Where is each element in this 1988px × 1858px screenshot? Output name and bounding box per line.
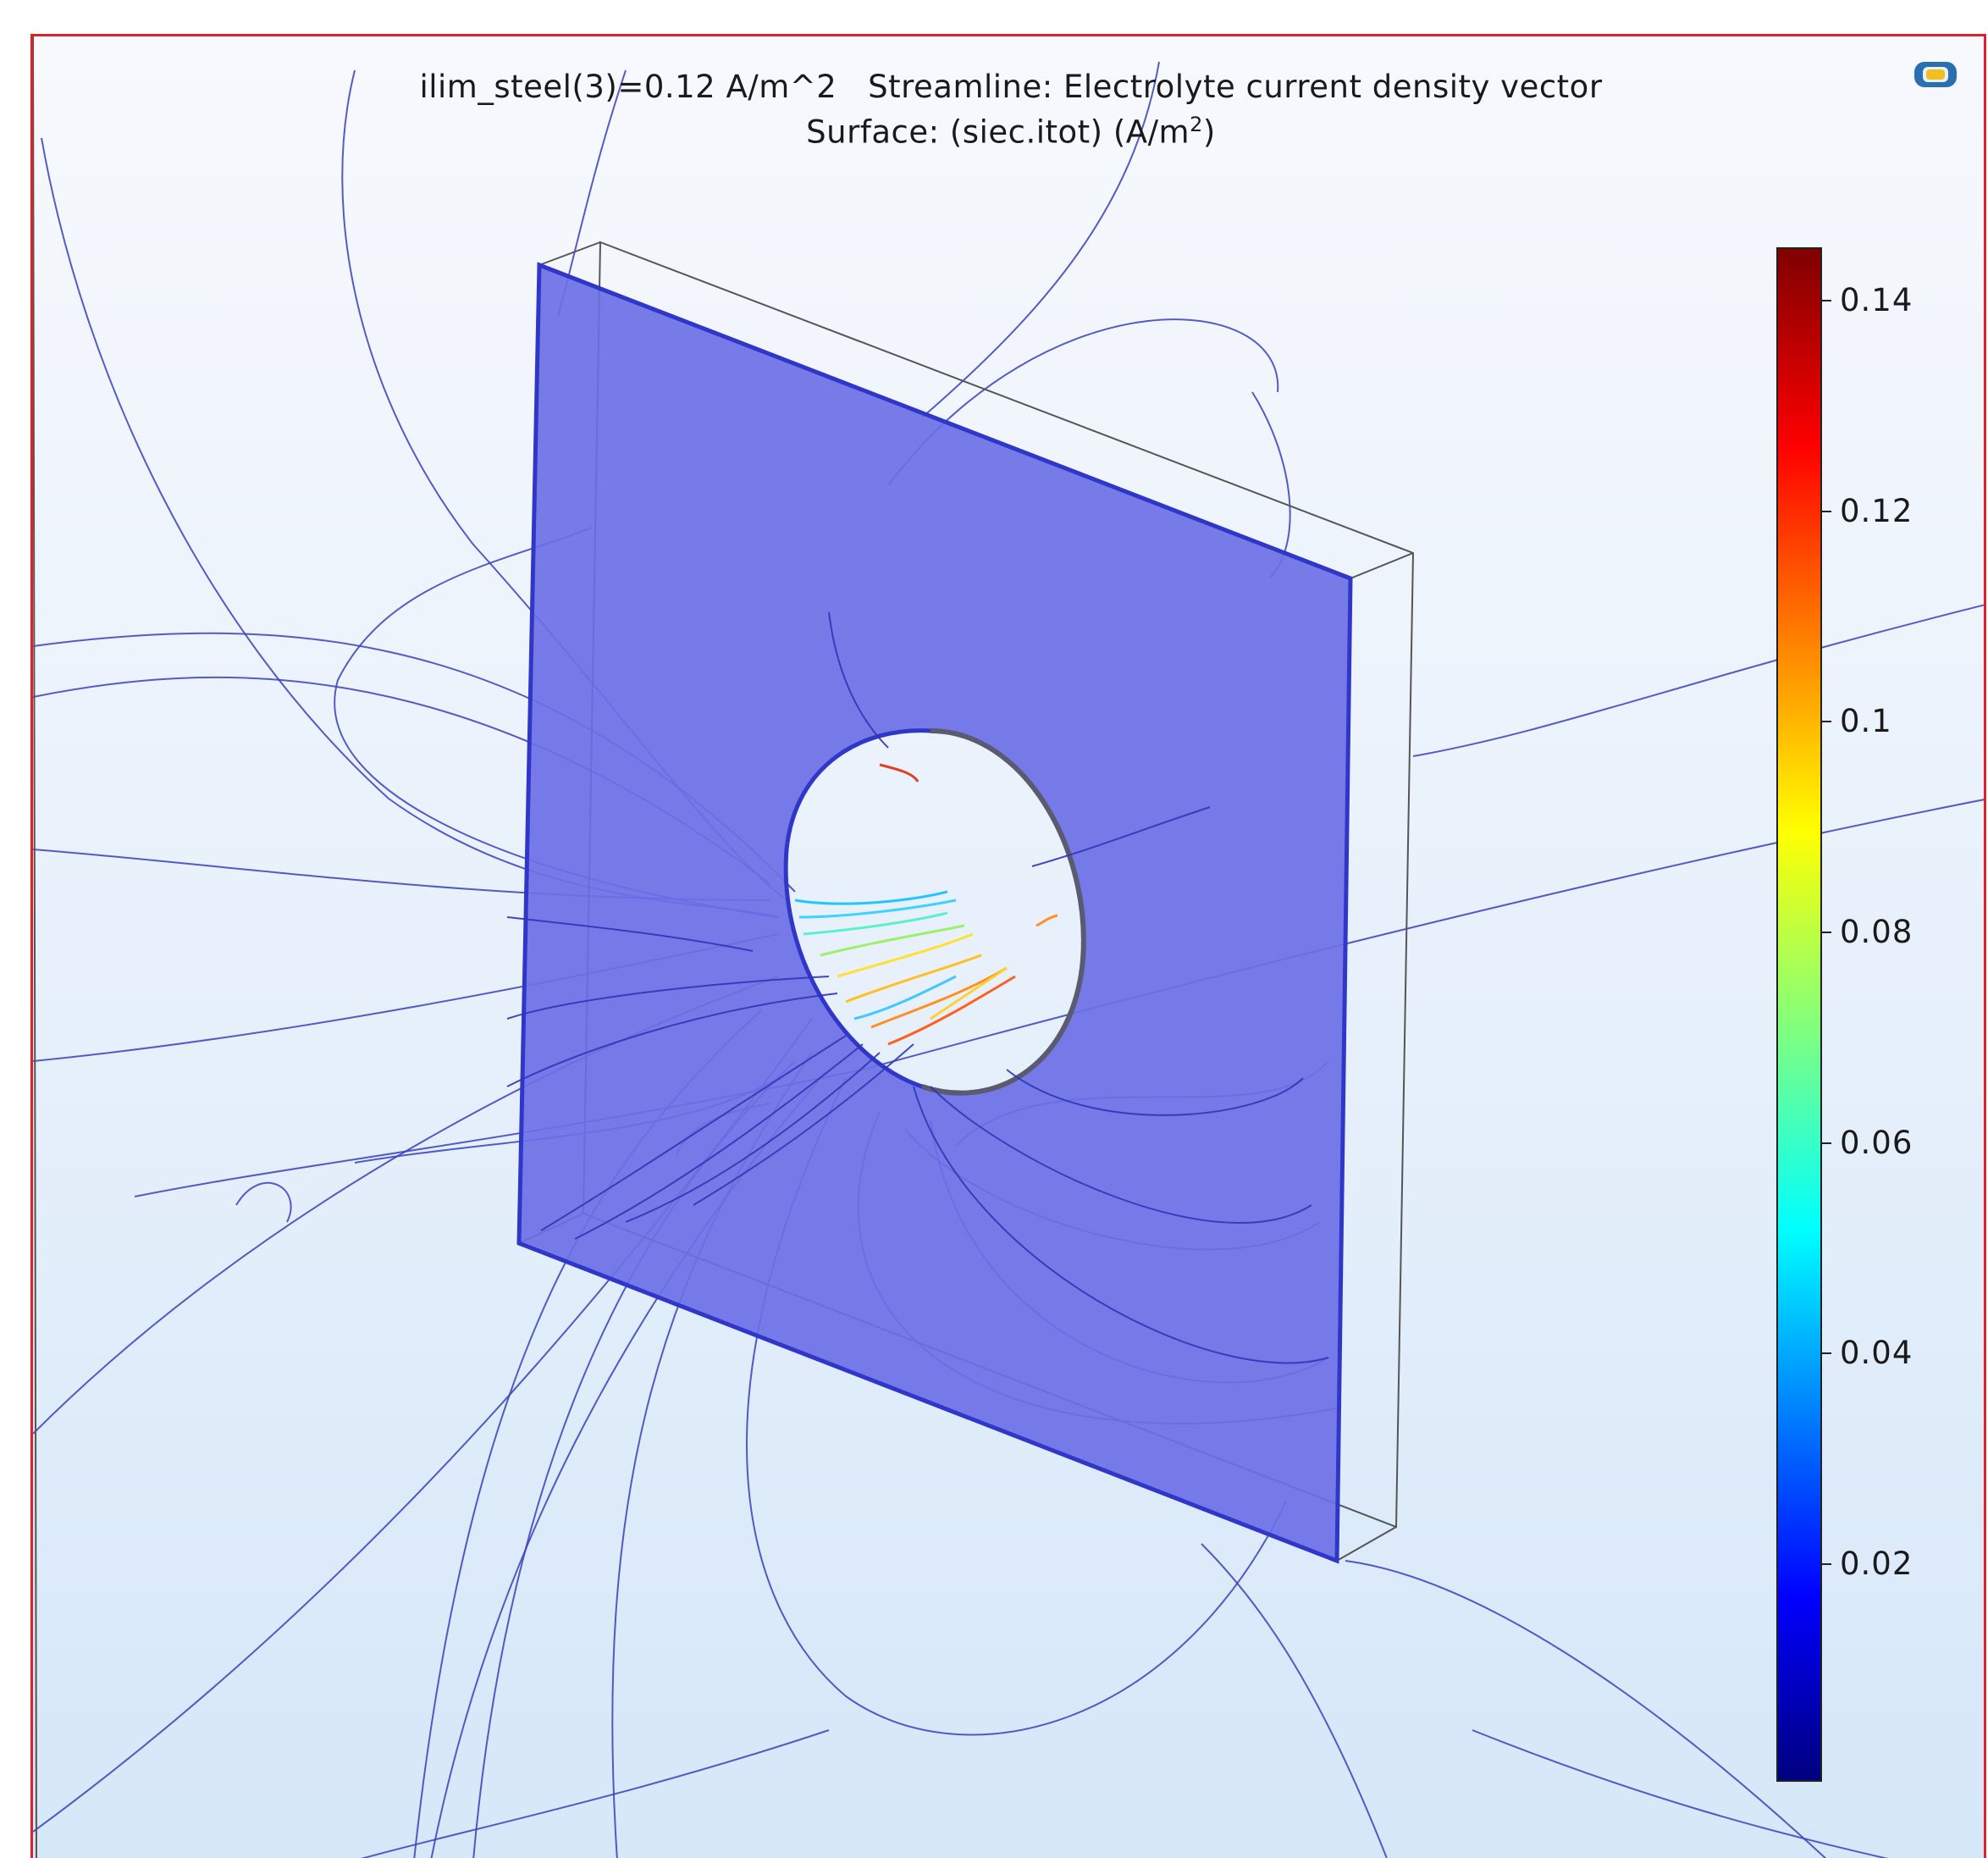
colorbar-ticks [1821, 300, 1831, 1565]
streamlines [33, 61, 1984, 1858]
subtitle-text: Surface: (siec.itot) (A/m [806, 113, 1190, 151]
colorbar-tick-label: 0.04 [1840, 1335, 1913, 1371]
colorbar-tick-label: 0.1 [1840, 703, 1892, 739]
steel-plate-surface [516, 262, 1353, 1564]
graphics-viewport[interactable]: ilim_steel(3)=0.12 A/m^2 Streamline: Ele… [30, 34, 1986, 1858]
colorbar-tick-label: 0.02 [1840, 1546, 1913, 1582]
plot-subtitle: Surface: (siec.itot) (A/m2) [33, 113, 1984, 151]
subtitle-superscript: 2 [1190, 113, 1203, 136]
colorbar-tick-label: 0.12 [1840, 493, 1913, 529]
plot-title: ilim_steel(3)=0.12 A/m^2 Streamline: Ele… [419, 69, 1603, 105]
colorbar [1776, 247, 1822, 1782]
colorbar-tick-label: 0.14 [1840, 282, 1913, 318]
subtitle-suffix: ) [1202, 113, 1216, 151]
model-scene [33, 36, 1984, 1858]
hole-streamlines [794, 763, 1058, 1046]
hole-rim [921, 728, 1086, 1096]
colorbar-tick-label: 0.08 [1840, 914, 1913, 950]
colorbar-tick-label: 0.06 [1840, 1125, 1913, 1161]
plate-streamlines [506, 611, 1329, 1364]
camera-view-icon[interactable] [1911, 55, 1960, 94]
